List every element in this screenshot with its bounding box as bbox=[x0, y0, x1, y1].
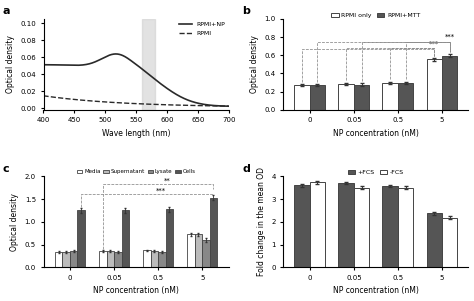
RPMI bbox=[180, 104, 186, 107]
Bar bbox=[210, 198, 217, 267]
RPMI bbox=[88, 99, 94, 103]
Text: c: c bbox=[3, 164, 9, 174]
Bar bbox=[338, 183, 354, 267]
X-axis label: NP concentration (nM): NP concentration (nM) bbox=[333, 287, 419, 296]
RPMI+NP bbox=[226, 104, 231, 108]
X-axis label: NP concentration (nM): NP concentration (nM) bbox=[333, 129, 419, 138]
RPMI+NP bbox=[41, 63, 46, 67]
RPMI+NP bbox=[88, 61, 94, 65]
RPMI+NP bbox=[113, 52, 118, 56]
X-axis label: Wave length (nm): Wave length (nm) bbox=[102, 129, 170, 138]
RPMI+NP bbox=[150, 76, 156, 80]
Bar bbox=[70, 251, 77, 267]
Bar bbox=[107, 251, 114, 267]
Bar bbox=[294, 85, 310, 110]
Legend: RPMI+NP, RPMI: RPMI+NP, RPMI bbox=[179, 22, 226, 36]
Y-axis label: Optical density: Optical density bbox=[6, 36, 15, 93]
RPMI bbox=[125, 101, 130, 105]
Bar bbox=[310, 85, 325, 110]
Bar bbox=[195, 234, 202, 267]
Legend: Media, Supernatant, Lysate, Cells: Media, Supernatant, Lysate, Cells bbox=[74, 167, 198, 177]
Line: RPMI: RPMI bbox=[44, 96, 228, 106]
Bar bbox=[294, 185, 310, 267]
RPMI bbox=[41, 94, 46, 98]
RPMI bbox=[226, 104, 231, 108]
Bar bbox=[338, 84, 354, 110]
RPMI+NP bbox=[73, 64, 79, 67]
RPMI+NP bbox=[181, 96, 186, 100]
Bar bbox=[310, 182, 325, 267]
Text: **: ** bbox=[164, 178, 170, 184]
Bar bbox=[398, 83, 413, 110]
Bar bbox=[77, 210, 85, 267]
Bar bbox=[143, 250, 151, 267]
Bar bbox=[442, 56, 457, 110]
Bar bbox=[165, 209, 173, 267]
RPMI+NP bbox=[125, 57, 130, 60]
Line: RPMI+NP: RPMI+NP bbox=[44, 54, 228, 106]
RPMI bbox=[164, 103, 170, 107]
Legend: RPMI only, RPMI+MTT: RPMI only, RPMI+MTT bbox=[329, 10, 423, 20]
Bar bbox=[383, 186, 398, 267]
Bar bbox=[151, 251, 158, 267]
Text: a: a bbox=[3, 6, 10, 16]
Text: b: b bbox=[243, 6, 250, 16]
Bar bbox=[114, 252, 121, 267]
Bar bbox=[398, 188, 413, 267]
Legend: +FCS, -FCS: +FCS, -FCS bbox=[345, 168, 407, 178]
Bar bbox=[158, 252, 165, 267]
Bar bbox=[187, 234, 195, 267]
Text: ***: *** bbox=[429, 41, 439, 47]
RPMI bbox=[150, 103, 155, 106]
Text: ***: *** bbox=[445, 34, 455, 40]
Text: d: d bbox=[243, 164, 250, 174]
Y-axis label: Optical density: Optical density bbox=[250, 36, 259, 93]
Bar bbox=[442, 218, 457, 267]
RPMI bbox=[73, 98, 79, 101]
Bar bbox=[427, 213, 442, 267]
Text: ***: *** bbox=[155, 188, 165, 194]
Bar bbox=[99, 251, 107, 267]
Bar bbox=[202, 240, 210, 267]
Y-axis label: Optical density: Optical density bbox=[10, 193, 19, 251]
Y-axis label: Fold change in the mean OD: Fold change in the mean OD bbox=[256, 167, 265, 276]
Bar bbox=[354, 188, 369, 267]
Bar bbox=[427, 59, 442, 110]
Bar bbox=[142, 19, 155, 110]
Bar bbox=[63, 252, 70, 267]
X-axis label: NP concentration (nM): NP concentration (nM) bbox=[93, 287, 179, 296]
RPMI+NP bbox=[164, 87, 170, 91]
Bar bbox=[354, 85, 369, 110]
Bar bbox=[55, 252, 63, 267]
Bar bbox=[383, 83, 398, 110]
Bar bbox=[121, 210, 129, 267]
